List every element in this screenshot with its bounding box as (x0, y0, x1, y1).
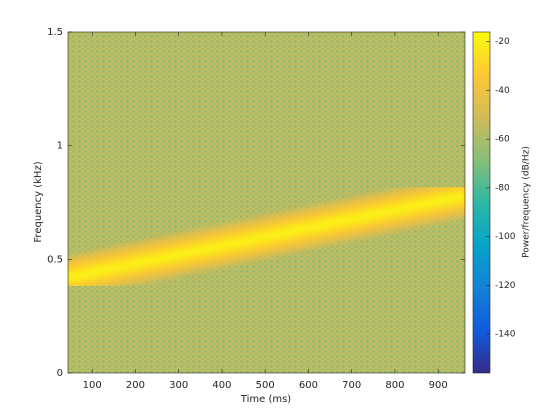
x-tick-label: 700 (342, 380, 361, 391)
x-tick-label: 500 (256, 380, 275, 391)
colorbar-label: Power/frequency (dB/Hz) (522, 146, 532, 258)
x-tick-label: 900 (429, 380, 448, 391)
colorbar-tick-label: -80 (495, 183, 510, 193)
y-tick-label: 1 (57, 141, 63, 152)
x-tick-label: 200 (126, 380, 145, 391)
colorbar-tick-label: -60 (495, 135, 510, 145)
x-tick-label: 300 (169, 380, 188, 391)
y-tick-label: 1.5 (47, 27, 63, 38)
x-tick-label: 400 (212, 380, 231, 391)
y-axis-label: Frequency (kHz) (33, 161, 44, 242)
plot-area (68, 32, 465, 373)
ridge (68, 193, 465, 280)
x-tick-label: 600 (299, 380, 318, 391)
colorbar (472, 31, 491, 374)
axes-box (67, 31, 466, 374)
x-tick-label: 100 (83, 380, 102, 391)
x-axis-label: Time (ms) (240, 394, 292, 405)
x-tick-label: 800 (385, 380, 404, 391)
colorbar-tick-label: -20 (495, 37, 510, 47)
colorbar-tick-label: -100 (495, 232, 516, 242)
y-tick-label: 0 (57, 368, 63, 379)
colorbar-tick-label: -120 (495, 281, 516, 291)
colorbar-tick-label: -140 (495, 330, 516, 340)
y-tick-label: 0.5 (47, 254, 63, 265)
colorbar-tick-label: -40 (495, 86, 510, 96)
